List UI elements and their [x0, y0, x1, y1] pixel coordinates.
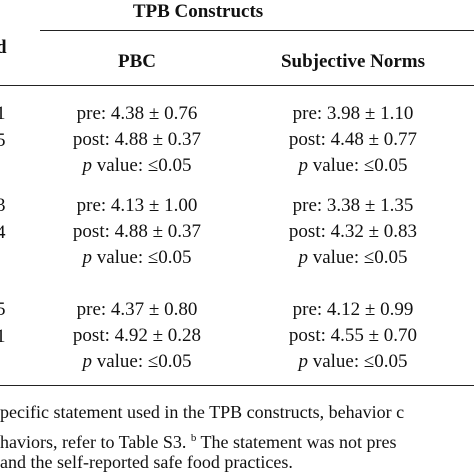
cell-line: pre: 4.38 ± 0.76 [76, 103, 198, 124]
p-value: p value: ≤0.05 [82, 247, 191, 269]
cell-line: post: 4.88 ± 0.37 [72, 221, 202, 242]
p-value: p value: ≤0.05 [82, 155, 191, 177]
p-text: value: ≤0.05 [91, 155, 192, 176]
footnote-mark: b [190, 432, 197, 444]
p-value: p value: ≤0.05 [298, 351, 407, 373]
cell-line: post: 4.32 ± 0.83 [288, 221, 418, 242]
cell-line: pre: 4.13 ± 1.00 [76, 195, 198, 216]
p-text: value: ≤0.05 [307, 351, 408, 372]
rule [0, 385, 474, 386]
stub-cell: 4 [0, 222, 6, 243]
stub-cell: 5 [0, 130, 6, 151]
stub-cell: 1 [0, 103, 6, 124]
p-symbol: p [298, 155, 308, 176]
stub-cell: 1 [0, 326, 6, 347]
cell-line: post: 4.48 ± 0.77 [288, 129, 418, 150]
cell-line: post: 4.88 ± 0.37 [72, 129, 202, 150]
cell-line: pre: 3.38 ± 1.35 [292, 195, 414, 216]
column-header: Subjective Norms [280, 51, 426, 72]
group-title: TPB Constructs [132, 1, 264, 22]
p-value: p value: ≤0.05 [298, 155, 407, 177]
p-symbol: p [82, 351, 92, 372]
cell-line: post: 4.55 ± 0.70 [288, 325, 418, 346]
p-text: value: ≤0.05 [91, 351, 192, 372]
p-symbol: p [298, 247, 308, 268]
p-text: value: ≤0.05 [91, 247, 192, 268]
p-symbol: p [298, 351, 308, 372]
p-value: p value: ≤0.05 [82, 351, 191, 373]
cell-line: post: 4.92 ± 0.28 [72, 325, 202, 346]
footnote: haviors, refer to Table S3. b The statem… [0, 427, 396, 453]
footnote: and the self-reported safe food practice… [0, 452, 293, 472]
column-header: PBC [118, 51, 156, 72]
footnote: pecific statement used in the TPB constr… [0, 402, 405, 422]
p-text: value: ≤0.05 [307, 247, 408, 268]
footnote-text: haviors, refer to Table S3. [0, 432, 191, 452]
p-symbol: p [82, 155, 92, 176]
footnote-text: The statement was not pres [196, 432, 397, 452]
rule [0, 85, 474, 86]
cell-line: pre: 4.12 ± 0.99 [292, 299, 414, 320]
stub-cell: 5 [0, 299, 6, 320]
stub-cell: 3 [0, 195, 6, 216]
stub-header: d [0, 37, 7, 58]
cell-line: pre: 4.37 ± 0.80 [76, 299, 198, 320]
p-symbol: p [82, 247, 92, 268]
p-value: p value: ≤0.05 [298, 247, 407, 269]
p-text: value: ≤0.05 [307, 155, 408, 176]
rule [40, 30, 474, 31]
cell-line: pre: 3.98 ± 1.10 [292, 103, 414, 124]
